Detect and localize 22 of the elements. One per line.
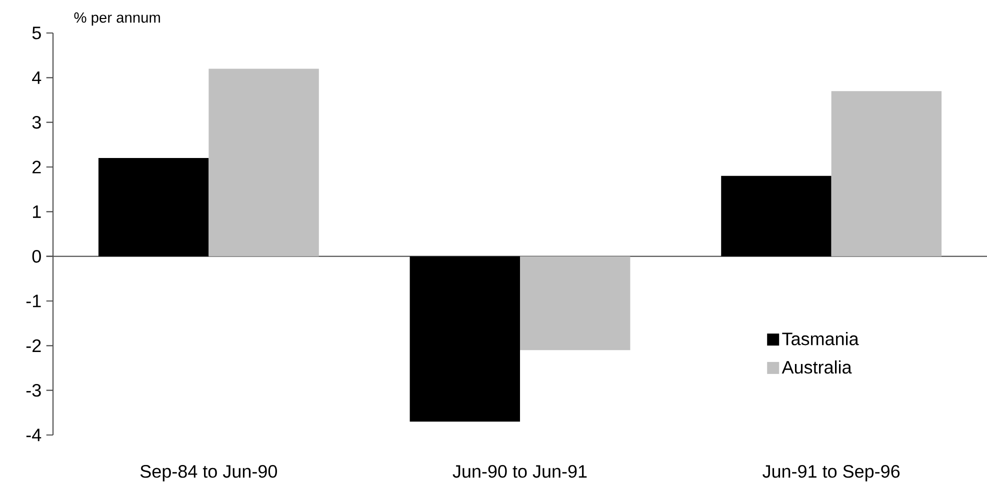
x-tick-label: Sep-84 to Jun-90 xyxy=(140,465,277,482)
y-tick-label: -4 xyxy=(26,428,42,442)
x-tick-label: Jun-90 to Jun-91 xyxy=(452,465,587,478)
legend-label: Tasmania xyxy=(782,332,859,346)
bar xyxy=(208,68,319,256)
bar xyxy=(410,256,520,422)
y-tick-label: 4 xyxy=(32,71,42,84)
bar xyxy=(831,91,942,256)
y-tick-label: 0 xyxy=(32,250,41,263)
x-tick-label: Jun-91 to Sep-96 xyxy=(762,465,900,482)
y-tick-label: 5 xyxy=(32,26,41,40)
y-tick-label: -1 xyxy=(26,294,41,308)
bar xyxy=(721,176,832,256)
y-tick-label: 1 xyxy=(33,205,41,218)
y-tick-label: 3 xyxy=(32,116,41,129)
bar xyxy=(98,158,209,256)
bar xyxy=(520,256,630,350)
y-tick-label: -3 xyxy=(26,384,41,397)
y-axis-title: % per annum xyxy=(74,12,160,26)
y-tick-label: -2 xyxy=(26,339,41,352)
y-tick-label: 2 xyxy=(32,160,41,174)
legend-label: Australia xyxy=(782,360,852,374)
